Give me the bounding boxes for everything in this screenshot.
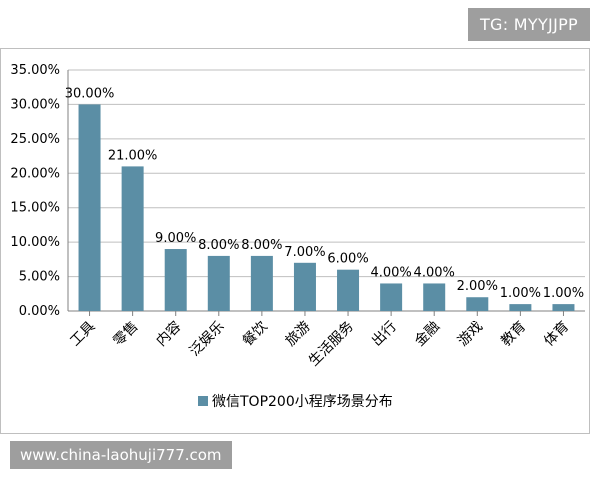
watermark-top: TG: MYYJJPP	[467, 8, 590, 41]
x-tick-label: 餐饮	[240, 319, 271, 350]
y-tick-label: 10.00%	[10, 235, 60, 250]
x-tick-label: 教育	[498, 319, 529, 350]
bar	[552, 304, 575, 311]
y-tick-label: 0.00%	[19, 304, 60, 319]
data-label: 1.00%	[500, 286, 541, 301]
y-tick-label: 5.00%	[19, 270, 60, 285]
bar	[293, 262, 316, 311]
bar	[121, 166, 144, 311]
x-tick-label: 泛娱乐	[187, 319, 228, 360]
data-label: 8.00%	[241, 238, 282, 253]
bar	[337, 269, 360, 311]
data-label: 2.00%	[457, 279, 498, 294]
data-label: 9.00%	[155, 231, 196, 246]
x-tick-label: 工具	[67, 319, 98, 350]
y-tick-label: 15.00%	[10, 201, 60, 216]
x-tick-label: 生活服务	[306, 319, 357, 370]
x-tick-label: 零售	[110, 319, 141, 350]
bar	[466, 297, 489, 311]
data-label: 30.00%	[65, 86, 115, 101]
watermark-bottom: www.china-laohuji777.com	[10, 441, 232, 469]
x-tick-label: 金融	[412, 319, 443, 350]
data-label: 7.00%	[284, 245, 325, 260]
y-tick-label: 35.00%	[10, 63, 60, 78]
data-label: 4.00%	[414, 265, 455, 280]
bar	[423, 283, 446, 311]
data-label: 6.00%	[327, 252, 368, 267]
legend-swatch	[198, 396, 208, 406]
bar	[509, 304, 532, 311]
bar	[380, 283, 403, 311]
y-tick-label: 25.00%	[10, 132, 60, 147]
x-tick-label: 内容	[153, 318, 185, 350]
x-tick-label: 体育	[541, 319, 572, 350]
data-label: 21.00%	[108, 148, 158, 163]
bar	[164, 249, 187, 311]
data-label: 4.00%	[370, 265, 411, 280]
bar	[78, 104, 101, 311]
y-tick-label: 30.00%	[10, 97, 60, 112]
data-label: 8.00%	[198, 238, 239, 253]
y-tick-label: 20.00%	[10, 166, 60, 181]
x-tick-label: 旅游	[283, 319, 314, 350]
x-tick-label: 游戏	[455, 319, 486, 350]
legend-label: 微信TOP200小程序场景分布	[212, 394, 393, 410]
bar	[250, 255, 273, 311]
data-label: 1.00%	[543, 286, 584, 301]
bar	[207, 255, 230, 311]
x-tick-label: 出行	[369, 319, 400, 350]
